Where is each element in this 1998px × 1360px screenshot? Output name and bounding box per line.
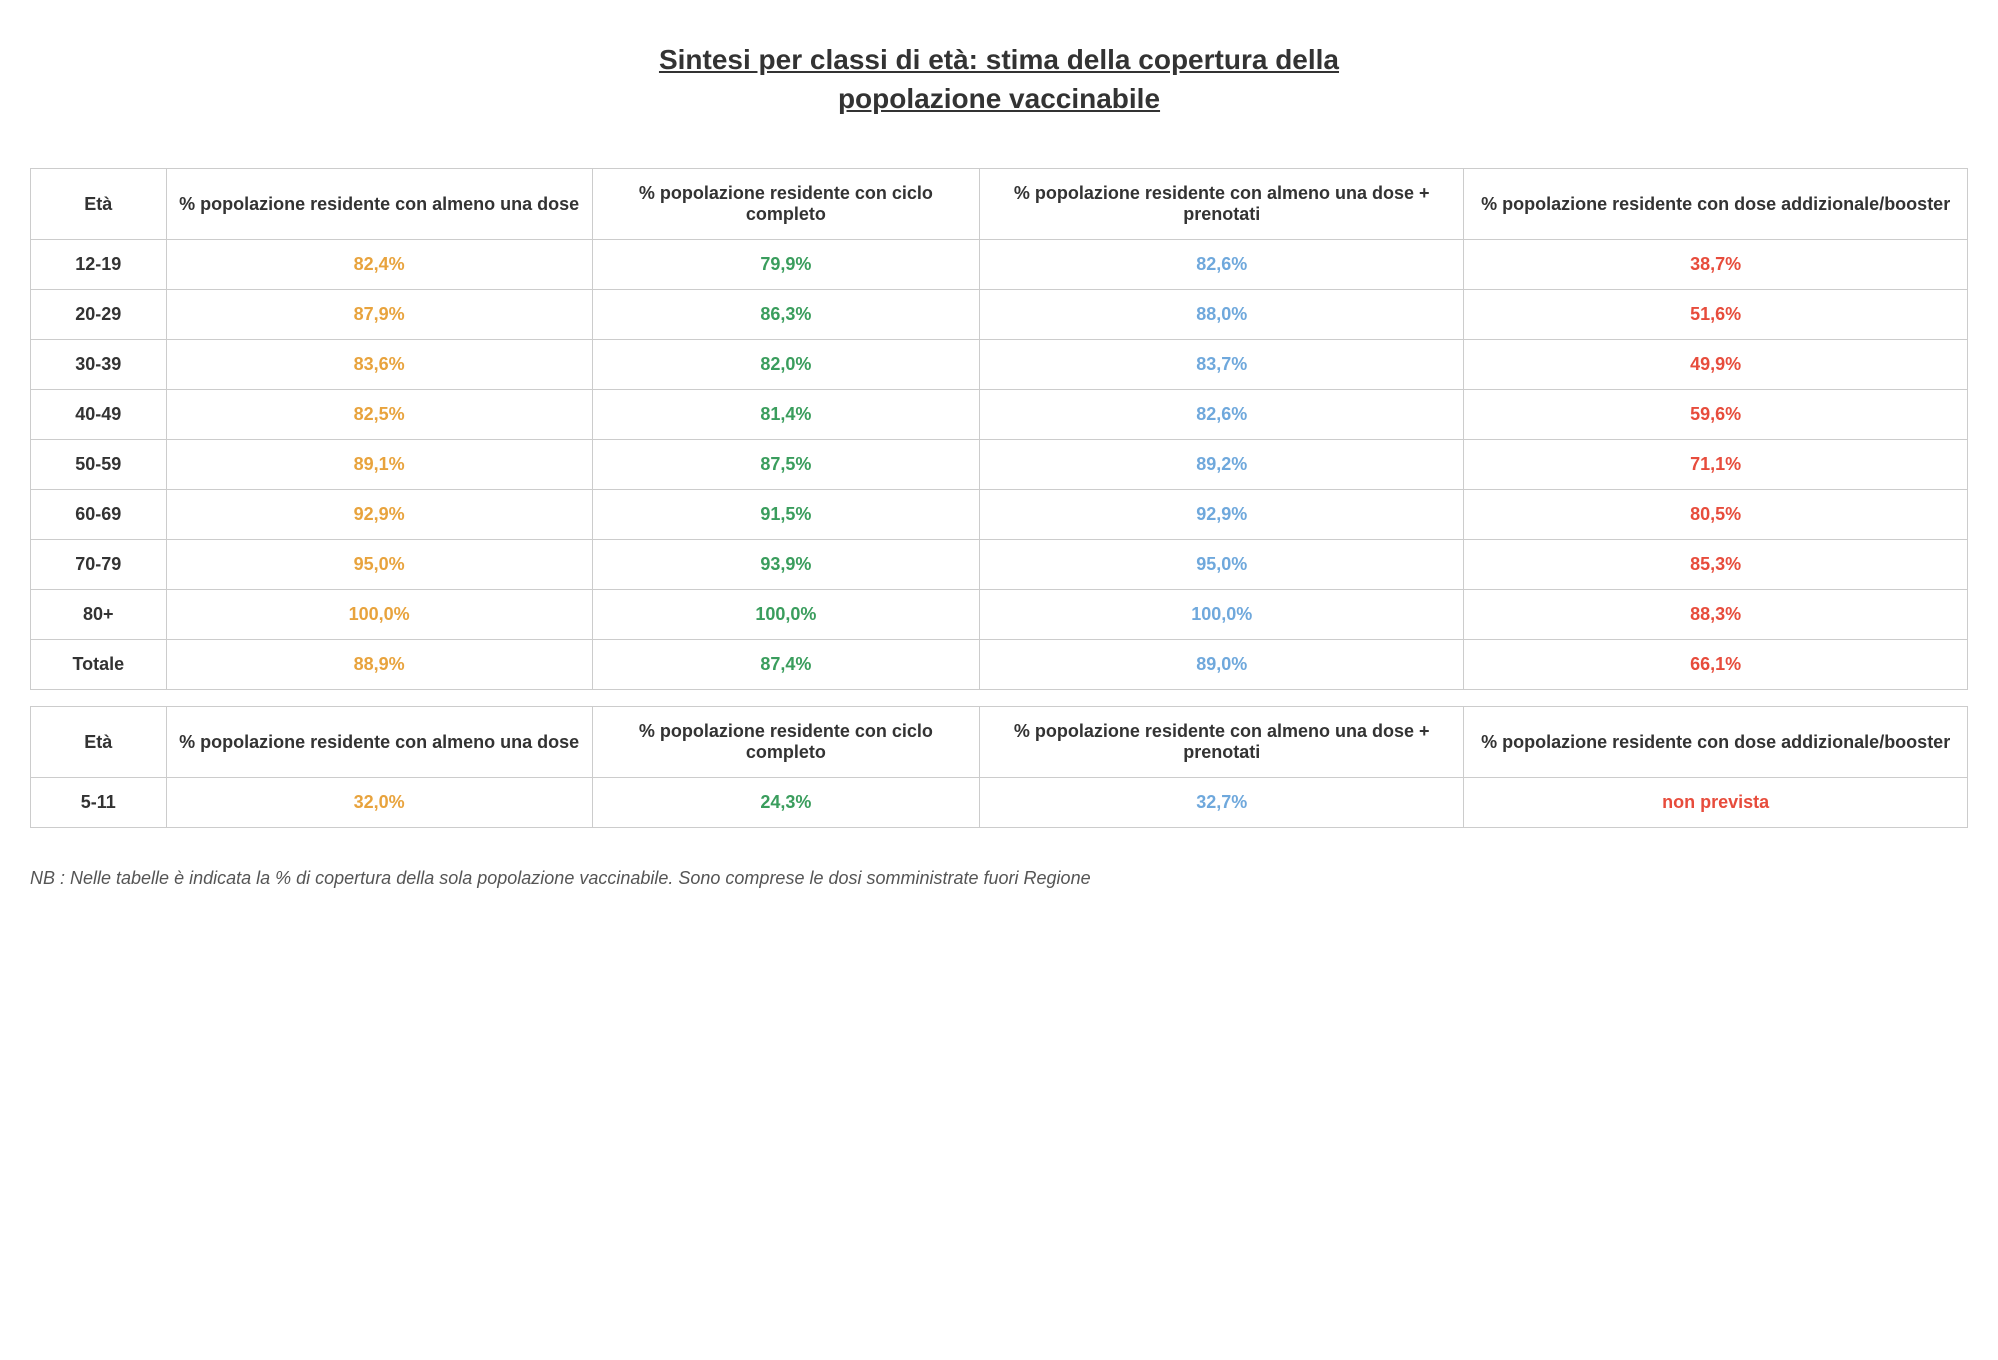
cell-booster: 51,6%: [1464, 290, 1968, 340]
col-header-booked: % popolazione residente con almeno una d…: [980, 169, 1464, 240]
col-header-age: Età: [31, 707, 167, 778]
footnote: NB : Nelle tabelle è indicata la % di co…: [30, 868, 1968, 889]
cell-age: 60-69: [31, 490, 167, 540]
cell-booster: 49,9%: [1464, 340, 1968, 390]
table-row: 70-7995,0%93,9%95,0%85,3%: [31, 540, 1968, 590]
cell-booked: 100,0%: [980, 590, 1464, 640]
table-row: 80+100,0%100,0%100,0%88,3%: [31, 590, 1968, 640]
cell-age: 40-49: [31, 390, 167, 440]
cell-dose1: 82,4%: [166, 240, 592, 290]
col-header-full: % popolazione residente con ciclo comple…: [592, 169, 979, 240]
col-header-age: Età: [31, 169, 167, 240]
main-table: Età % popolazione residente con almeno u…: [30, 168, 1968, 690]
col-header-dose1: % popolazione residente con almeno una d…: [166, 169, 592, 240]
col-header-booster: % popolazione residente con dose addizio…: [1464, 169, 1968, 240]
title-line-2: popolazione vaccinabile: [838, 83, 1160, 114]
cell-booster: 88,3%: [1464, 590, 1968, 640]
cell-full: 87,4%: [592, 640, 979, 690]
cell-booster: 38,7%: [1464, 240, 1968, 290]
col-header-full: % popolazione residente con ciclo comple…: [592, 707, 979, 778]
cell-full: 91,5%: [592, 490, 979, 540]
cell-dose1: 82,5%: [166, 390, 592, 440]
title-line-1: Sintesi per classi di età: stima della c…: [659, 44, 1339, 75]
cell-full: 86,3%: [592, 290, 979, 340]
cell-full: 24,3%: [592, 778, 979, 828]
cell-booster: non prevista: [1464, 778, 1968, 828]
page-title: Sintesi per classi di età: stima della c…: [30, 40, 1968, 118]
col-header-dose1: % popolazione residente con almeno una d…: [166, 707, 592, 778]
cell-booked: 95,0%: [980, 540, 1464, 590]
cell-booked: 88,0%: [980, 290, 1464, 340]
cell-age: 30-39: [31, 340, 167, 390]
cell-dose1: 83,6%: [166, 340, 592, 390]
cell-dose1: 87,9%: [166, 290, 592, 340]
main-header-row: Età % popolazione residente con almeno u…: [31, 169, 1968, 240]
cell-dose1: 100,0%: [166, 590, 592, 640]
cell-full: 79,9%: [592, 240, 979, 290]
cell-age: 5-11: [31, 778, 167, 828]
cell-age: Totale: [31, 640, 167, 690]
cell-age: 80+: [31, 590, 167, 640]
cell-booked: 83,7%: [980, 340, 1464, 390]
cell-booked: 89,0%: [980, 640, 1464, 690]
cell-dose1: 89,1%: [166, 440, 592, 490]
cell-booked: 82,6%: [980, 240, 1464, 290]
cell-booster: 59,6%: [1464, 390, 1968, 440]
cell-booster: 71,1%: [1464, 440, 1968, 490]
table-row: 60-6992,9%91,5%92,9%80,5%: [31, 490, 1968, 540]
table-row: 40-4982,5%81,4%82,6%59,6%: [31, 390, 1968, 440]
cell-dose1: 92,9%: [166, 490, 592, 540]
secondary-table: Età % popolazione residente con almeno u…: [30, 706, 1968, 828]
table-row: 5-1132,0%24,3%32,7%non prevista: [31, 778, 1968, 828]
col-header-booster: % popolazione residente con dose addizio…: [1464, 707, 1968, 778]
cell-booked: 89,2%: [980, 440, 1464, 490]
cell-dose1: 88,9%: [166, 640, 592, 690]
table-row: 50-5989,1%87,5%89,2%71,1%: [31, 440, 1968, 490]
cell-full: 87,5%: [592, 440, 979, 490]
table-row: 30-3983,6%82,0%83,7%49,9%: [31, 340, 1968, 390]
col-header-booked: % popolazione residente con almeno una d…: [980, 707, 1464, 778]
cell-full: 82,0%: [592, 340, 979, 390]
cell-age: 50-59: [31, 440, 167, 490]
secondary-header-row: Età % popolazione residente con almeno u…: [31, 707, 1968, 778]
cell-booster: 85,3%: [1464, 540, 1968, 590]
cell-age: 70-79: [31, 540, 167, 590]
cell-full: 100,0%: [592, 590, 979, 640]
table-row: Totale88,9%87,4%89,0%66,1%: [31, 640, 1968, 690]
cell-booster: 66,1%: [1464, 640, 1968, 690]
cell-age: 20-29: [31, 290, 167, 340]
cell-booked: 92,9%: [980, 490, 1464, 540]
cell-full: 81,4%: [592, 390, 979, 440]
cell-dose1: 32,0%: [166, 778, 592, 828]
cell-dose1: 95,0%: [166, 540, 592, 590]
cell-age: 12-19: [31, 240, 167, 290]
cell-booster: 80,5%: [1464, 490, 1968, 540]
table-row: 12-1982,4%79,9%82,6%38,7%: [31, 240, 1968, 290]
cell-booked: 82,6%: [980, 390, 1464, 440]
cell-booked: 32,7%: [980, 778, 1464, 828]
table-row: 20-2987,9%86,3%88,0%51,6%: [31, 290, 1968, 340]
cell-full: 93,9%: [592, 540, 979, 590]
